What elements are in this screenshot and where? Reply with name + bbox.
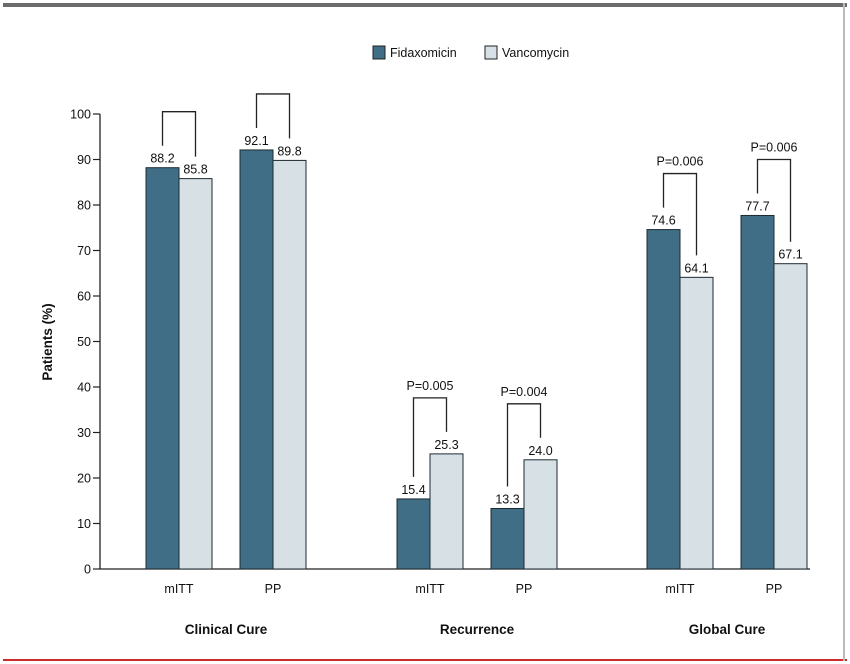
data-label-fidaxomicin: 88.2	[150, 152, 174, 166]
y-tick-label: 50	[77, 335, 91, 349]
data-label-fidaxomicin: 15.4	[401, 483, 425, 497]
data-label-vancomycin: 64.1	[684, 261, 708, 275]
bar-fidaxomicin	[239, 149, 274, 570]
bars-layer	[145, 149, 808, 570]
comparison-bracket	[756, 158, 792, 242]
group-label: Clinical Cure	[185, 622, 268, 637]
bar-fidaxomicin	[396, 498, 431, 570]
data-label-fidaxomicin: 77.7	[745, 199, 769, 213]
bar-vancomycin	[272, 159, 307, 570]
comparison-bracket	[161, 111, 197, 157]
bar-vancomycin	[773, 263, 808, 570]
legend-swatch-vancomycin	[484, 45, 498, 60]
comparison-bracket	[506, 403, 542, 487]
subgroup-label: PP	[516, 582, 533, 596]
legend: Fidaxomicin Vancomycin	[372, 45, 569, 60]
bottom-rule	[3, 659, 847, 661]
p-value-label: P=0.006	[657, 155, 704, 169]
y-tick-label: 60	[77, 290, 91, 304]
y-tick-label: 70	[77, 244, 91, 258]
subgroup-label: mITT	[164, 582, 194, 596]
y-tick-label: 20	[77, 472, 91, 486]
bar-vancomycin	[523, 459, 558, 570]
comparison-bracket	[255, 93, 291, 139]
y-tick-label: 0	[84, 563, 91, 577]
bar-fidaxomicin	[646, 229, 681, 570]
p-value-label: P=0.005	[407, 379, 454, 393]
group-label: Global Cure	[689, 622, 766, 637]
group-label: Recurrence	[440, 622, 515, 637]
data-labels-layer: 88.2 85.8 92.1 89.8 15.4 25.3 P=0.005 13.3 24.0 P…	[150, 134, 802, 507]
category-labels-layer: mITT PP Clinical Cure mITT PP Recurrence mITT P…	[164, 582, 782, 637]
y-axis-title: Patients (%)	[40, 303, 55, 380]
y-tick-label: 10	[77, 517, 91, 531]
data-label-vancomycin: 25.3	[434, 438, 458, 452]
comparison-bracket	[662, 172, 698, 256]
legend-swatch-fidaxomicin	[372, 45, 386, 60]
subgroup-label: mITT	[665, 582, 695, 596]
data-label-fidaxomicin: 13.3	[495, 492, 519, 506]
bar-fidaxomicin	[490, 507, 525, 570]
y-tick-label: 100	[70, 108, 91, 122]
subgroup-label: PP	[766, 582, 783, 596]
bar-vancomycin	[429, 453, 464, 570]
top-rule	[3, 3, 847, 7]
subgroup-label: mITT	[415, 582, 445, 596]
bar-fidaxomicin	[145, 167, 180, 570]
bar-vancomycin	[679, 276, 714, 570]
subgroup-label: PP	[265, 582, 282, 596]
data-label-vancomycin: 89.8	[277, 144, 301, 158]
data-label-vancomycin: 67.1	[778, 248, 802, 262]
data-label-vancomycin: 85.8	[183, 163, 207, 177]
data-label-fidaxomicin: 92.1	[244, 134, 268, 148]
p-value-label: P=0.006	[751, 140, 798, 154]
data-label-fidaxomicin: 74.6	[651, 214, 675, 228]
y-tick-label: 30	[77, 426, 91, 440]
p-value-brackets	[161, 93, 792, 487]
bar-fidaxomicin	[740, 214, 775, 570]
legend-label-fidaxomicin: Fidaxomicin	[390, 46, 457, 60]
comparison-bracket	[412, 397, 448, 477]
y-tick-label: 40	[77, 381, 91, 395]
bar-vancomycin	[178, 178, 213, 570]
right-border	[843, 3, 845, 661]
p-value-label: P=0.004	[501, 385, 548, 399]
legend-label-vancomycin: Vancomycin	[502, 46, 569, 60]
data-label-vancomycin: 24.0	[528, 444, 552, 458]
y-tick-label: 80	[77, 199, 91, 213]
y-tick-label: 90	[77, 153, 91, 167]
